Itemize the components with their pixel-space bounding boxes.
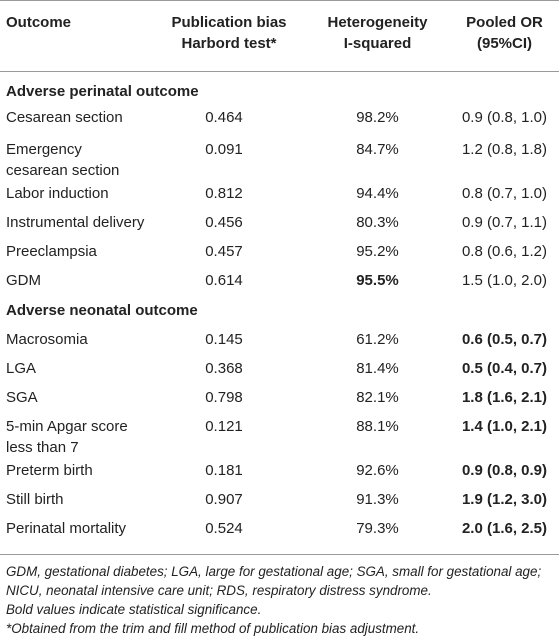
cell-i-squared: 81.4% xyxy=(356,360,399,377)
cell-pooled-or: 1.8 (1.6, 2.1) xyxy=(461,389,548,406)
footnote-abbreviations-2: NICU, neonatal intensive care unit; RDS,… xyxy=(6,583,432,598)
cell-outcome: less than 7 xyxy=(6,439,79,456)
cell-harbord-p: 0.456 xyxy=(205,214,243,231)
cell-outcome: Labor induction xyxy=(6,185,109,202)
cell-i-squared: 82.1% xyxy=(356,389,399,406)
cell-i-squared: 79.3% xyxy=(356,520,399,537)
cell-harbord-p: 0.091 xyxy=(205,141,243,158)
cell-pooled-or: 0.9 (0.8, 0.9) xyxy=(461,462,548,479)
cell-harbord-p: 0.614 xyxy=(205,272,243,289)
cell-i-squared: 95.2% xyxy=(356,243,399,260)
header-heterogeneity-line1: Heterogeneity xyxy=(327,14,428,31)
header-publication-bias-line1: Publication bias xyxy=(171,14,287,31)
footnote-bold-note: Bold values indicate statistical signifi… xyxy=(6,602,262,617)
header-bottom-rule xyxy=(0,71,559,72)
cell-pooled-or: 0.9 (0.8, 1.0) xyxy=(461,109,548,126)
cell-i-squared: 84.7% xyxy=(356,141,399,158)
cell-harbord-p: 0.145 xyxy=(205,331,243,348)
cell-pooled-or: 0.9 (0.7, 1.1) xyxy=(461,214,548,231)
cell-pooled-or: 1.9 (1.2, 3.0) xyxy=(461,491,548,508)
cell-outcome: 5-min Apgar score xyxy=(6,418,128,435)
cell-i-squared: 95.5% xyxy=(356,272,399,289)
cell-harbord-p: 0.457 xyxy=(205,243,243,260)
cell-i-squared: 91.3% xyxy=(356,491,399,508)
cell-outcome: GDM xyxy=(6,272,41,289)
cell-pooled-or: 0.8 (0.6, 1.2) xyxy=(461,243,548,260)
cell-i-squared: 94.4% xyxy=(356,185,399,202)
section-title: Adverse neonatal outcome xyxy=(6,302,198,319)
cell-pooled-or: 0.5 (0.4, 0.7) xyxy=(461,360,548,377)
cell-harbord-p: 0.464 xyxy=(205,109,243,126)
cell-outcome: Still birth xyxy=(6,491,64,508)
cell-outcome: Macrosomia xyxy=(6,331,88,348)
header-publication-bias-line2: Harbord test* xyxy=(181,35,277,52)
cell-outcome: Preeclampsia xyxy=(6,243,97,260)
cell-i-squared: 88.1% xyxy=(356,418,399,435)
cell-harbord-p: 0.181 xyxy=(205,462,243,479)
cell-outcome: Instrumental delivery xyxy=(6,214,145,231)
cell-harbord-p: 0.121 xyxy=(205,418,243,435)
cell-outcome: Preterm birth xyxy=(6,462,93,479)
cell-outcome: cesarean section xyxy=(6,162,120,179)
header-pooled-or-line1: Pooled OR xyxy=(466,14,543,31)
cell-pooled-or: 1.5 (1.0, 2.0) xyxy=(461,272,548,289)
cell-harbord-p: 0.907 xyxy=(205,491,243,508)
cell-pooled-or: 1.4 (1.0, 2.1) xyxy=(461,418,548,435)
header-pooled-or-line2: (95%CI) xyxy=(476,35,532,52)
cell-outcome: Emergency xyxy=(6,141,82,158)
cell-harbord-p: 0.812 xyxy=(205,185,243,202)
cell-harbord-p: 0.368 xyxy=(205,360,243,377)
cell-pooled-or: 0.8 (0.7, 1.0) xyxy=(461,185,548,202)
cell-harbord-p: 0.798 xyxy=(205,389,243,406)
section-title: Adverse perinatal outcome xyxy=(6,83,199,100)
cell-pooled-or: 1.2 (0.8, 1.8) xyxy=(461,141,548,158)
cell-i-squared: 61.2% xyxy=(356,331,399,348)
cell-outcome: Cesarean section xyxy=(6,109,123,126)
header-outcome: Outcome xyxy=(6,14,72,31)
cell-pooled-or: 0.6 (0.5, 0.7) xyxy=(461,331,548,348)
footnote-abbreviations-1: GDM, gestational diabetes; LGA, large fo… xyxy=(6,564,542,579)
cell-outcome: LGA xyxy=(6,360,37,377)
cell-harbord-p: 0.524 xyxy=(205,520,243,537)
footnote-asterisk-note: *Obtained from the trim and fill method … xyxy=(6,621,420,636)
table-top-rule xyxy=(0,0,559,1)
header-heterogeneity-line2: I-squared xyxy=(343,35,412,52)
cell-pooled-or: 2.0 (1.6, 2.5) xyxy=(461,520,548,537)
table-bottom-rule xyxy=(0,554,559,555)
cell-outcome: SGA xyxy=(6,389,38,406)
cell-i-squared: 92.6% xyxy=(356,462,399,479)
cell-outcome: Perinatal mortality xyxy=(6,520,127,537)
cell-i-squared: 98.2% xyxy=(356,109,399,126)
cell-i-squared: 80.3% xyxy=(356,214,399,231)
